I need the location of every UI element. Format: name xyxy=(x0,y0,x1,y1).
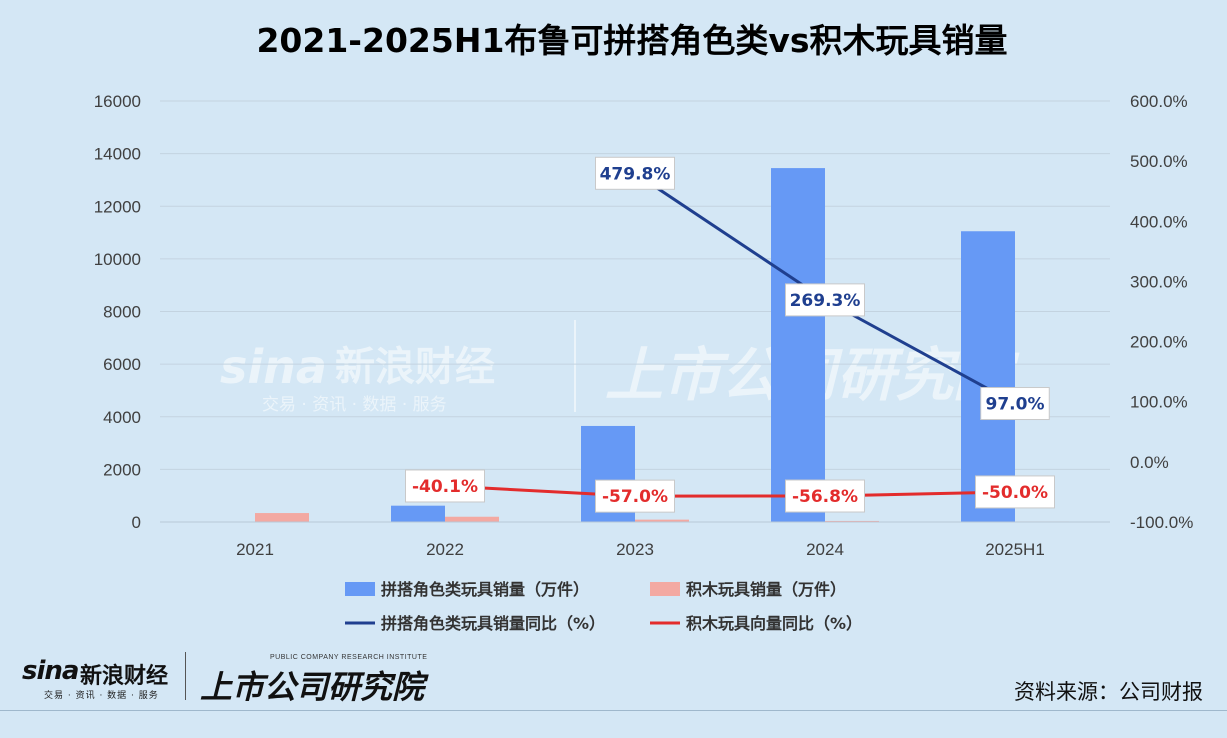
research-institute-logo: 上市公司研究院 xyxy=(200,668,425,706)
sina-logo-cn: 新浪财经 xyxy=(80,664,169,689)
bar xyxy=(961,231,1015,522)
data-label-text: 479.8% xyxy=(600,164,671,184)
watermark-sina-sub: 交易 · 资讯 · 数据 · 服务 xyxy=(262,395,447,415)
y-right-tick-label: 0.0% xyxy=(1130,453,1169,472)
data-label-box xyxy=(785,283,865,317)
data-label-box xyxy=(785,479,865,513)
y-right-tick-label: 500.0% xyxy=(1130,152,1188,171)
y-right-tick-label: 100.0% xyxy=(1130,393,1188,412)
data-label-box xyxy=(405,469,485,503)
data-label-text: -56.8% xyxy=(792,487,858,507)
y-left-tick-label: 8000 xyxy=(103,303,141,322)
legend-label: 拼搭角色类玩具销量（万件） xyxy=(381,580,589,599)
y-left-tick-label: 4000 xyxy=(103,408,141,427)
y-left-tick-label: 16000 xyxy=(94,92,141,111)
data-label: 269.3% xyxy=(785,283,865,317)
source-note: 资料来源：公司财报 xyxy=(1014,680,1203,704)
watermark-sina-word: sina xyxy=(220,340,327,394)
legend-item: 拼搭角色类玩具销量同比（%） xyxy=(345,614,605,633)
legend-label: 拼搭角色类玩具销量同比（%） xyxy=(381,614,605,633)
legend-item: 积木玩具销量（万件） xyxy=(650,580,846,599)
legend: 拼搭角色类玩具销量（万件） 积木玩具销量（万件） 拼搭角色类玩具销量同比（%） 积木玩… xyxy=(345,580,862,633)
bar xyxy=(825,520,879,522)
y-left-tick-label: 6000 xyxy=(103,355,141,374)
x-tick-label: 2024 xyxy=(806,540,844,559)
bar xyxy=(255,513,309,522)
research-institute-en: PUBLIC COMPANY RESEARCH INSTITUTE xyxy=(270,654,428,661)
data-label: -56.8% xyxy=(785,479,865,513)
data-labels: 479.8% 269.3% 97.0% -40.1% -57.0% -56.8% -50.0… xyxy=(405,156,1055,513)
data-label: 97.0% xyxy=(980,387,1050,421)
data-label: -50.0% xyxy=(975,475,1055,509)
legend-label: 积木玩具销量（万件） xyxy=(686,580,846,599)
data-label-box xyxy=(595,156,675,190)
data-label-text: -40.1% xyxy=(412,477,478,497)
data-label: 479.8% xyxy=(595,156,675,190)
sina-logo-word: sina xyxy=(22,656,79,686)
bar xyxy=(635,519,689,522)
legend-item: 积木玩具向量同比（%） xyxy=(650,614,862,633)
x-tick-label: 2021 xyxy=(236,540,274,559)
data-label-text: -50.0% xyxy=(982,483,1048,503)
data-label-box xyxy=(980,387,1050,421)
data-label-text: -57.0% xyxy=(602,487,668,507)
bottom-divider xyxy=(0,710,1227,711)
data-label: -57.0% xyxy=(595,479,675,513)
axes: 16000 14000 12000 10000 8000 6000 4000 2000 0 600… xyxy=(94,92,1194,559)
y-right-tick-label: -100.0% xyxy=(1130,513,1193,532)
chart-title: 2021-2025H1布鲁可拼搭角色类vs积木玩具销量 xyxy=(256,21,1007,60)
data-label-text: 269.3% xyxy=(790,291,861,311)
series-lines xyxy=(444,172,1016,498)
y-right-tick-label: 300.0% xyxy=(1130,272,1188,291)
footer: sina 新浪财经 交易 · 资讯 · 数据 · 服务 PUBLIC COMPA… xyxy=(0,650,1227,710)
data-label-box xyxy=(975,475,1055,509)
y-left-tick-label: 10000 xyxy=(94,250,141,269)
bar xyxy=(771,168,825,523)
bar xyxy=(391,505,445,522)
legend-item: 拼搭角色类玩具销量（万件） xyxy=(345,580,589,599)
data-label-text: 97.0% xyxy=(986,395,1045,415)
y-right-tick-label: 400.0% xyxy=(1130,212,1188,231)
y-left-tick-label: 12000 xyxy=(94,197,141,216)
y-right-tick-label: 600.0% xyxy=(1130,92,1188,111)
logo-divider xyxy=(185,652,186,700)
data-label: -40.1% xyxy=(405,469,485,503)
y-left-tick-label: 14000 xyxy=(94,145,141,164)
sina-logo-sub: 交易 · 资讯 · 数据 · 服务 xyxy=(44,691,159,701)
x-tick-label: 2025H1 xyxy=(985,540,1045,559)
legend-swatch xyxy=(345,582,375,596)
legend-swatch xyxy=(650,582,680,596)
data-label-box xyxy=(595,479,675,513)
x-tick-label: 2022 xyxy=(426,540,464,559)
legend-label: 积木玩具向量同比（%） xyxy=(686,614,862,633)
bar xyxy=(445,516,499,522)
y-right-tick-label: 200.0% xyxy=(1130,333,1188,352)
series-line xyxy=(444,484,1016,498)
x-tick-label: 2023 xyxy=(616,540,654,559)
watermark-sina-cn: 新浪财经 xyxy=(335,344,495,390)
y-left-tick-label: 0 xyxy=(132,513,141,532)
y-left-tick-label: 2000 xyxy=(103,460,141,479)
